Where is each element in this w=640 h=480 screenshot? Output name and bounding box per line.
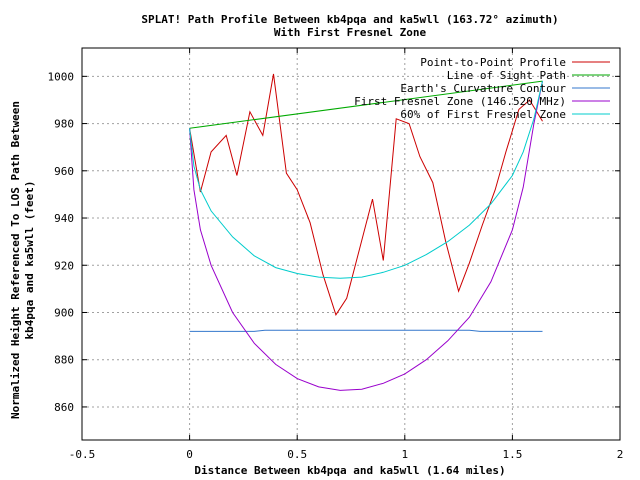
legend-label-3: Earth's Curvature Contour	[400, 82, 566, 95]
x-tick-label: 2	[617, 448, 624, 461]
axis-ticks: -0.5 0 0.5 1 1.5 2 860 880 900 920 940 960 980 1000	[48, 48, 624, 461]
series-line-5	[189, 80, 543, 279]
y-axis-label-line2: kb4pqa and ka5wll (feet)	[23, 181, 36, 340]
chart-title: SPLAT! Path Profile Between kb4pqa and k…	[141, 13, 558, 26]
y-tick-label: 960	[54, 165, 74, 178]
y-tick-label: 880	[54, 354, 74, 367]
y-tick-label: 940	[54, 212, 74, 225]
x-tick-label: 1	[401, 448, 408, 461]
plot-frame	[81, 47, 621, 441]
series-line-1	[189, 73, 543, 316]
series-line-4	[189, 81, 543, 391]
series-line-3	[189, 329, 543, 332]
y-axis-label-line1: Normalized Height Referenced To LOS Path…	[9, 101, 22, 419]
y-tick-label: 920	[54, 259, 74, 272]
legend-label-4: First Fresnel Zone (146.520 MHz)	[354, 95, 566, 108]
x-axis-label: Distance Between kb4pqa and ka5wll (1.64…	[194, 464, 505, 477]
y-tick-label: 980	[54, 118, 74, 131]
series-layer	[189, 73, 543, 391]
x-tick-label: 0	[186, 448, 193, 461]
chart-subtitle: With First Fresnel Zone	[274, 26, 427, 39]
y-tick-label: 1000	[48, 70, 75, 83]
y-tick-label: 860	[54, 401, 74, 414]
series-line-2	[189, 80, 543, 129]
x-tick-label: 1.5	[502, 448, 522, 461]
y-tick-label: 900	[54, 306, 74, 319]
x-tick-label: -0.5	[69, 448, 96, 461]
legend-label-2: Line of Sight Path	[447, 69, 566, 82]
legend-label-5: 60% of First Fresnel Zone	[400, 108, 566, 121]
legend-label-1: Point-to-Point Profile	[420, 56, 566, 69]
x-tick-label: 0.5	[287, 448, 307, 461]
